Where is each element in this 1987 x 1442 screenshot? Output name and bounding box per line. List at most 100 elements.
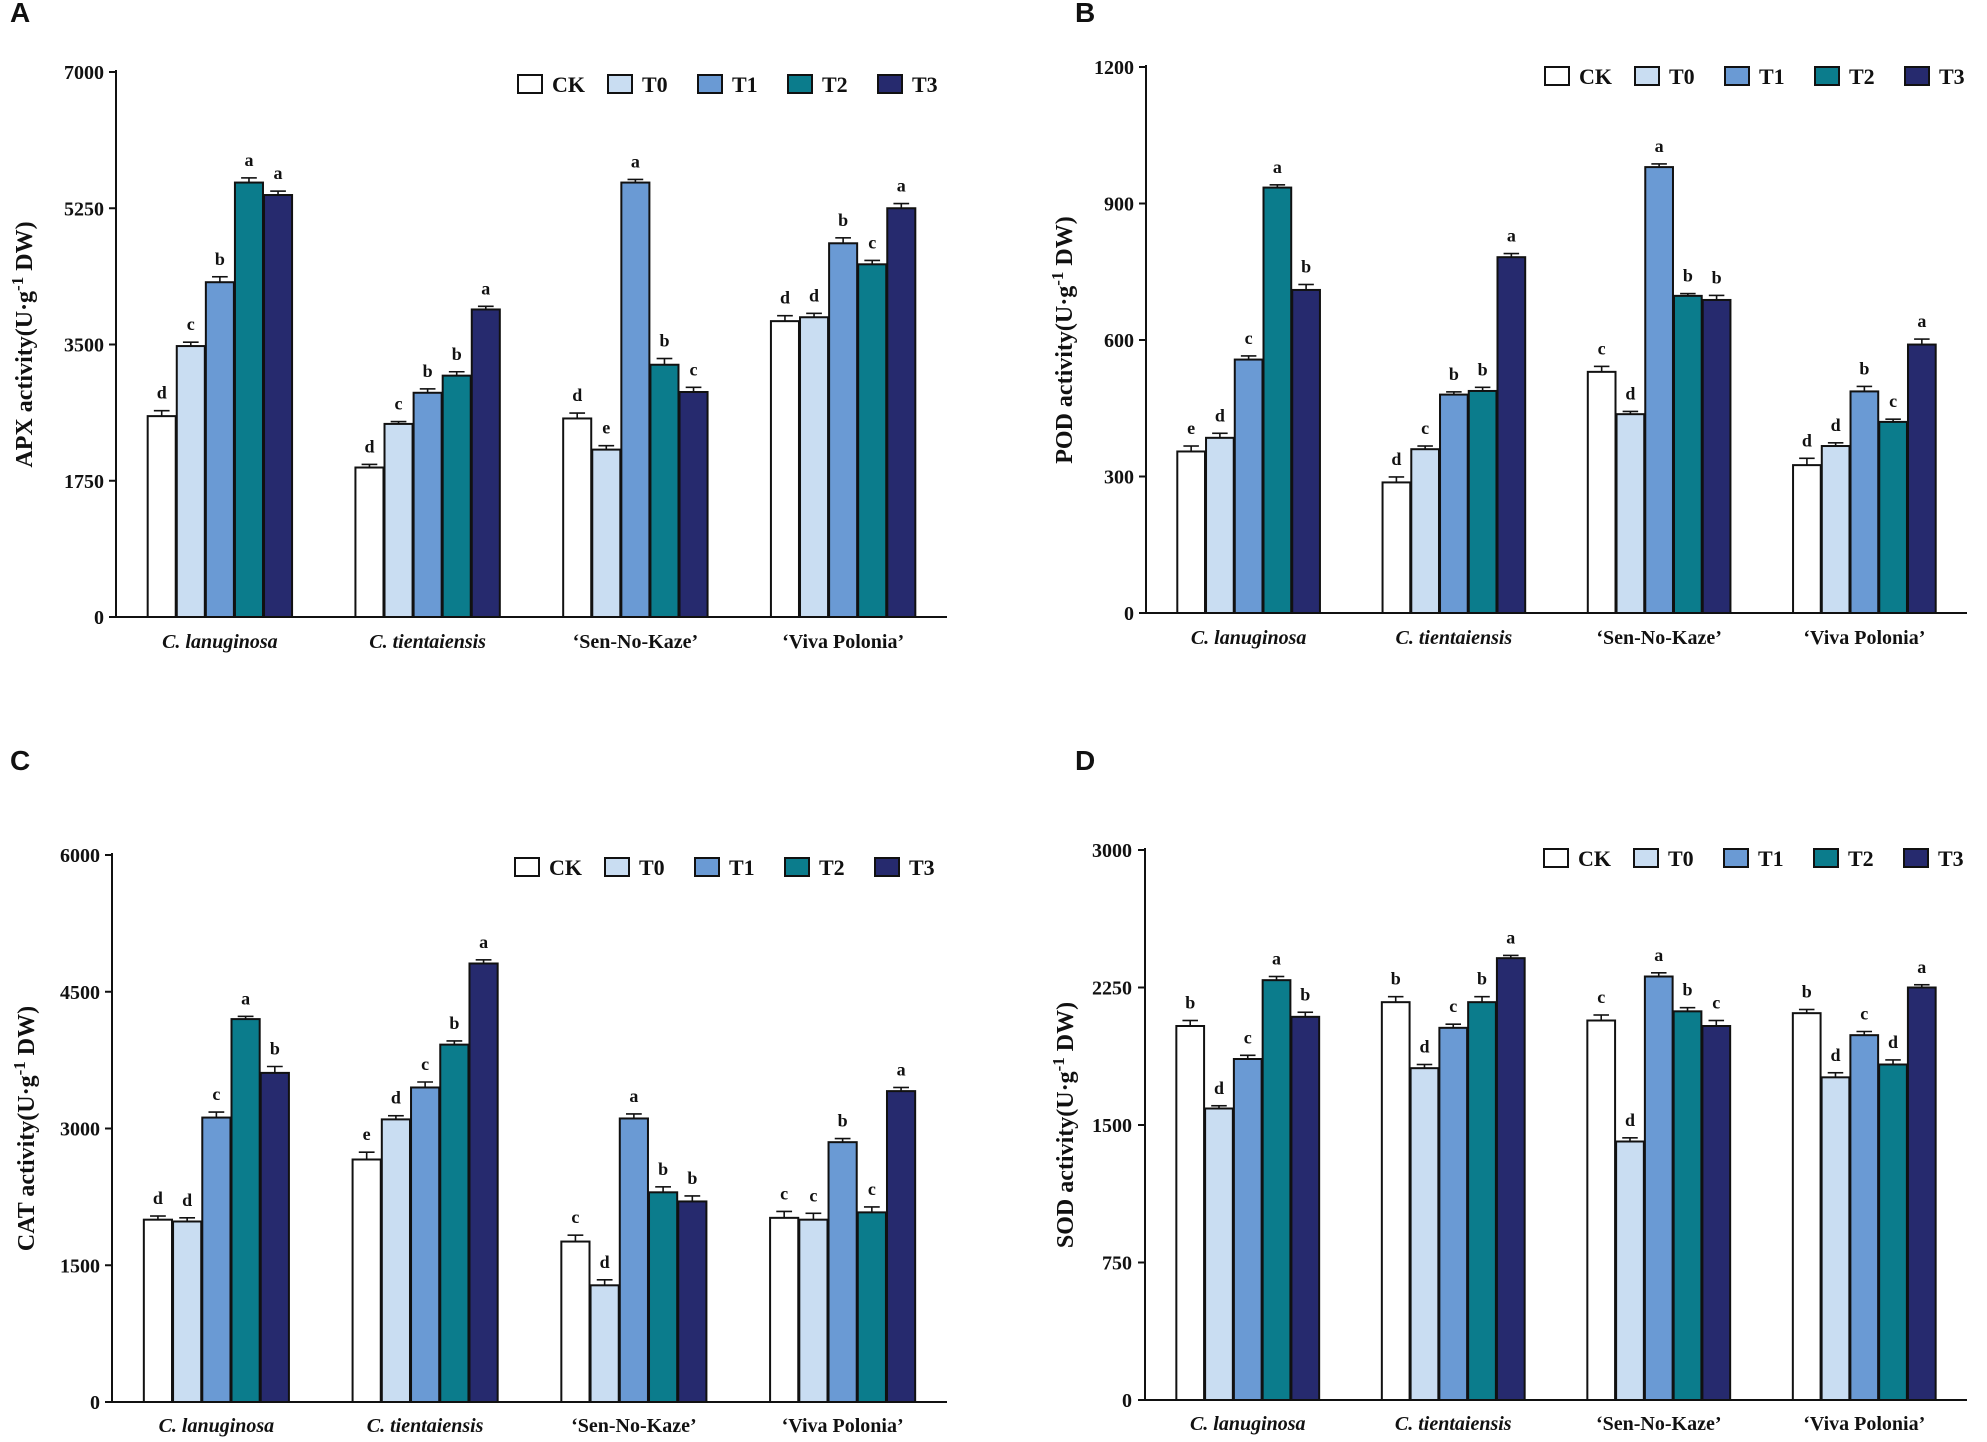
y-tick-label: 2250 [1092, 978, 1132, 1000]
significance-letter: b [838, 1111, 848, 1131]
y-tick-label: 0 [1122, 1390, 1132, 1412]
x-category-label: ‘Viva Polonia’ [1803, 1413, 1925, 1435]
significance-letter: b [1683, 980, 1693, 1000]
bar [172, 1220, 203, 1403]
bar [678, 390, 709, 618]
significance-letter: d [153, 1188, 163, 1208]
significance-letter: d [364, 436, 374, 456]
bar [233, 181, 264, 619]
bar [146, 415, 177, 618]
legend-swatch [1634, 66, 1660, 86]
significance-letter: b [1478, 359, 1488, 379]
legend-swatch [1903, 848, 1929, 868]
bar [1410, 448, 1440, 615]
bar [439, 1043, 470, 1404]
bar [769, 1216, 800, 1404]
panel-a: A 0 1750 3500 5250 7000 APX activity(U·g-1 DW… [8, 0, 947, 653]
legend-label: T2 [819, 855, 845, 880]
x-category-label: C. tientaiensis [1395, 1413, 1512, 1435]
legend-label: CK [1579, 64, 1612, 89]
bar [1878, 420, 1908, 614]
significance-letter: c [1598, 338, 1606, 358]
legend-label: T3 [912, 72, 938, 97]
bar [1205, 436, 1235, 615]
significance-letter: e [363, 1124, 371, 1144]
significance-letter: c [780, 1183, 788, 1203]
significance-letter: a [274, 163, 283, 183]
legend-swatch [1543, 848, 1569, 868]
x-category-label: C. tientaiensis [1396, 627, 1513, 649]
legend-swatch [694, 857, 720, 877]
significance-letter: d [157, 383, 167, 403]
significance-letter: b [1300, 984, 1310, 1004]
x-category-label: C. tientaiensis [367, 1415, 484, 1437]
legend-label: T0 [642, 72, 668, 97]
bar [799, 316, 830, 618]
significance-letter: a [1917, 311, 1926, 331]
significance-letter: c [1889, 391, 1897, 411]
significance-letter: d [780, 288, 790, 308]
y-tick-label: 4500 [60, 982, 100, 1004]
significance-letter: a [1654, 945, 1663, 965]
significance-letter: a [1917, 957, 1926, 977]
significance-letter: c [421, 1054, 429, 1074]
y-tick-label: 3000 [1092, 840, 1132, 862]
significance-letter: b [270, 1039, 280, 1059]
bar [1792, 464, 1822, 614]
x-category-label: ‘Sen-No-Kaze’ [571, 1415, 697, 1437]
significance-letter: b [838, 210, 848, 230]
legend-swatch [877, 74, 903, 94]
bar [441, 374, 472, 618]
significance-letter: d [572, 385, 582, 405]
legend-label: T1 [732, 72, 758, 97]
significance-letter: b [658, 1159, 668, 1179]
y-tick-label: 1750 [64, 471, 104, 493]
y-tick-label: 0 [1124, 603, 1134, 625]
significance-letter: c [690, 359, 698, 379]
significance-letter: d [1831, 415, 1841, 435]
significance-letter: d [1888, 1032, 1898, 1052]
legend-label: T1 [1759, 64, 1785, 89]
significance-letter: c [868, 232, 876, 252]
bar [354, 466, 385, 618]
significance-letter: c [868, 1179, 876, 1199]
bar [1673, 294, 1703, 614]
bar [142, 1218, 174, 1403]
bar [1586, 1019, 1617, 1401]
bar [857, 263, 888, 618]
legend-label: T0 [1669, 64, 1695, 89]
significance-letter: b [215, 249, 225, 269]
bar [1232, 1058, 1263, 1401]
bar [1261, 979, 1292, 1402]
significance-letter: c [1244, 1027, 1252, 1047]
significance-letter: b [687, 1168, 697, 1188]
x-category-label: C. lanuginosa [162, 631, 278, 653]
significance-letter: a [897, 176, 906, 196]
bar [351, 1158, 382, 1404]
significance-letter: c [1860, 1004, 1868, 1024]
significance-letter: a [241, 988, 250, 1008]
bar [1495, 957, 1526, 1402]
y-tick-label: 6000 [60, 845, 100, 867]
x-category-label: ‘Viva Polonia’ [782, 1415, 904, 1437]
bar [620, 181, 651, 619]
bar [1496, 256, 1527, 614]
y-axis-title: CAT activity(U·g-1 DW) [10, 1006, 40, 1251]
panel-c: C 0 1500 3000 4500 6000 CAT activity(U·g-1 DW… [10, 745, 947, 1437]
bar [1820, 1076, 1851, 1402]
significance-letter: e [602, 418, 610, 438]
significance-letter: a [631, 151, 640, 171]
significance-letter: a [1272, 949, 1281, 969]
bar [618, 1117, 649, 1403]
bar [649, 363, 680, 618]
significance-letter: d [1802, 430, 1812, 450]
y-tick-label: 300 [1104, 467, 1134, 489]
y-tick-label: 0 [94, 607, 104, 629]
x-category-label: ‘Sen-No-Kaze’ [1596, 1413, 1722, 1435]
y-tick-label: 5250 [64, 198, 104, 220]
panel-d: D 0 750 1500 2250 3000 SOD activity(U·g-1 DW)… [1049, 745, 1967, 1435]
legend-swatch [1633, 848, 1659, 868]
bar [1849, 1034, 1880, 1401]
significance-letter: c [187, 314, 195, 334]
